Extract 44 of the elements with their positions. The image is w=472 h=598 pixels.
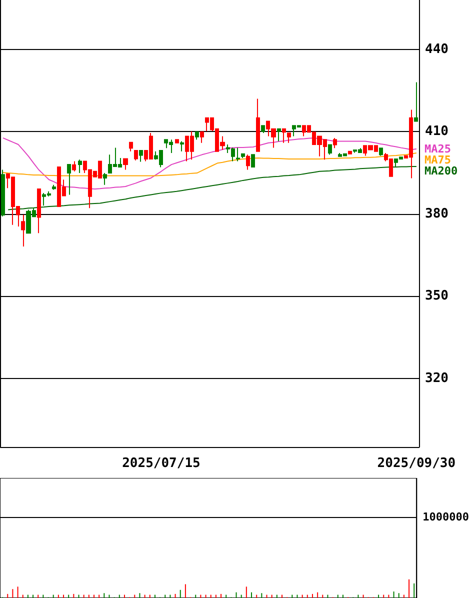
candlestick bbox=[67, 164, 71, 196]
candlestick bbox=[129, 142, 133, 152]
candlestick bbox=[72, 160, 76, 172]
y-tick-label: 410 bbox=[425, 124, 449, 140]
series-label: MA25 bbox=[424, 142, 451, 156]
line-series bbox=[8, 166, 417, 210]
candlestick bbox=[37, 188, 41, 234]
candlestick bbox=[52, 184, 56, 190]
candlestick bbox=[282, 128, 286, 144]
candlestick bbox=[287, 132, 291, 144]
candlestick bbox=[175, 139, 179, 144]
candlestick bbox=[348, 150, 352, 154]
candlestick bbox=[328, 144, 332, 156]
y-tick-label: 1000000 bbox=[422, 510, 469, 524]
candlestick bbox=[180, 140, 184, 152]
candlestick bbox=[333, 137, 337, 149]
y-tick-label: 320 bbox=[425, 370, 449, 386]
candlestick bbox=[139, 150, 143, 162]
candlestick bbox=[261, 125, 265, 134]
candlestick bbox=[236, 147, 240, 162]
candlestick bbox=[78, 159, 82, 174]
candlestick bbox=[1, 169, 5, 217]
candlestick bbox=[21, 214, 25, 248]
series-label: MA75 bbox=[424, 153, 451, 166]
candlestick bbox=[256, 98, 260, 152]
candlestick bbox=[379, 148, 383, 156]
candlestick bbox=[277, 128, 281, 142]
y-tick-label: 380 bbox=[425, 206, 449, 222]
series-label: MA200 bbox=[424, 164, 458, 178]
x-tick-label: 2025/09/30 bbox=[377, 456, 456, 471]
candlestick bbox=[414, 82, 418, 122]
candlestick bbox=[246, 154, 250, 170]
candlestick bbox=[103, 172, 107, 186]
candlestick bbox=[123, 158, 128, 170]
candlestick bbox=[134, 150, 138, 161]
y-tick-label: 350 bbox=[425, 288, 449, 304]
candlestick bbox=[195, 131, 199, 140]
candlestick bbox=[200, 131, 204, 144]
candlestick bbox=[251, 154, 255, 168]
x-tick-label: 2025/07/15 bbox=[122, 456, 200, 471]
y-tick-label: 440 bbox=[425, 42, 449, 57]
line-series bbox=[2, 152, 417, 176]
candlestick bbox=[241, 153, 245, 158]
line-series bbox=[2, 137, 417, 190]
